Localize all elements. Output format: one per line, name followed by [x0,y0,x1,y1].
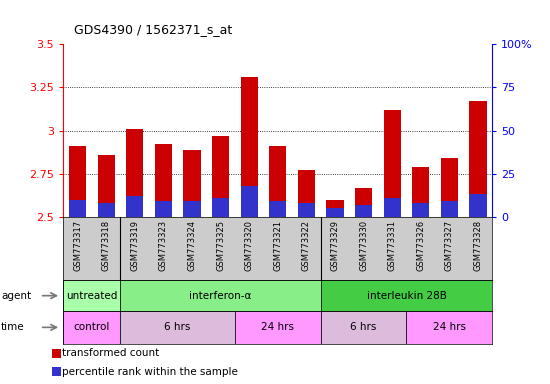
Text: GSM773331: GSM773331 [388,220,397,271]
Bar [441,158,458,217]
Bar [120,311,235,344]
Bar [69,146,86,217]
Bar [298,203,315,217]
Bar [321,280,492,311]
Bar [412,203,430,217]
Bar [240,77,258,217]
Text: time: time [1,322,25,333]
Bar [212,136,229,217]
Bar [406,311,492,344]
Bar [383,110,401,217]
Text: GSM773328: GSM773328 [474,220,482,271]
Bar [97,203,115,217]
Text: GSM773322: GSM773322 [302,220,311,271]
Bar [155,202,172,217]
Bar [269,146,287,217]
Bar [97,155,115,217]
Text: GSM773320: GSM773320 [245,220,254,271]
Text: GSM773326: GSM773326 [416,220,425,271]
Text: GSM773321: GSM773321 [273,220,282,271]
Text: percentile rank within the sample: percentile rank within the sample [62,367,238,377]
Bar [269,202,287,217]
Text: GSM773317: GSM773317 [73,220,82,271]
Bar [441,202,458,217]
Text: GSM773327: GSM773327 [445,220,454,271]
Bar [326,200,344,217]
Bar [126,129,144,217]
Text: control: control [74,322,110,333]
Text: interferon-α: interferon-α [189,291,252,301]
Bar [412,167,430,217]
Bar [120,280,321,311]
Text: agent: agent [1,291,31,301]
Text: GSM773325: GSM773325 [216,220,225,271]
Text: 6 hrs: 6 hrs [350,322,377,333]
Text: transformed count: transformed count [62,348,159,358]
Bar [469,101,487,217]
Bar [69,200,86,217]
Bar [126,196,144,217]
Text: 6 hrs: 6 hrs [164,322,191,333]
Bar [63,280,120,311]
Text: interleukin 28B: interleukin 28B [366,291,447,301]
Bar [240,186,258,217]
Bar [326,209,344,217]
Bar [183,149,201,217]
Bar [321,311,406,344]
Bar [355,205,372,217]
Text: untreated: untreated [66,291,118,301]
Bar [155,144,172,217]
Bar [235,311,321,344]
Text: 24 hrs: 24 hrs [261,322,294,333]
Text: GSM773329: GSM773329 [331,220,339,271]
Bar [298,170,315,217]
Text: GSM773323: GSM773323 [159,220,168,271]
Text: GSM773319: GSM773319 [130,220,139,271]
Bar [63,311,120,344]
Bar [212,198,229,217]
Text: 24 hrs: 24 hrs [433,322,466,333]
Text: GSM773318: GSM773318 [102,220,111,271]
Text: GDS4390 / 1562371_s_at: GDS4390 / 1562371_s_at [74,23,233,36]
Bar [355,188,372,217]
Text: GSM773330: GSM773330 [359,220,368,271]
Bar [183,202,201,217]
Text: GSM773324: GSM773324 [188,220,196,271]
Bar [469,195,487,217]
Bar [383,198,401,217]
